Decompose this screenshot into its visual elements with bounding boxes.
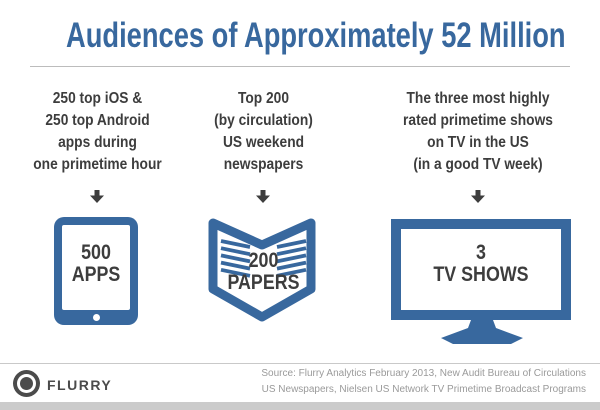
flurry-logo-icon [13, 370, 40, 397]
stat-label: TV SHOWS [433, 263, 529, 286]
left-page-lines [220, 239, 251, 278]
right-page-lines [276, 239, 307, 278]
stat-value: 500 [81, 241, 111, 264]
stat-value: 3 [476, 241, 486, 264]
down-arrow-icon [90, 190, 104, 203]
down-arrow-icon [471, 190, 485, 203]
stat-apps: 500 APPS [60, 242, 131, 286]
description-line: rated primetime shows [403, 112, 553, 129]
tv-icon [391, 219, 571, 320]
tablet-screen [62, 225, 130, 310]
tv-stand [391, 320, 571, 351]
description-line: US weekend [222, 134, 305, 151]
source-line-2: US Newspapers, Nielsen US Network TV Pri… [261, 384, 586, 395]
source-text: Source: Flurry Analytics February 2013, … [261, 366, 586, 398]
stat-value: 200 [248, 249, 279, 272]
stat-label: APPS [71, 263, 121, 286]
description-line: (in a good TV week) [413, 156, 543, 173]
description-line: 250 top iOS & [52, 90, 143, 107]
bottom-bar [0, 402, 600, 410]
footer-divider [0, 363, 600, 364]
stat-tv-shows: 3 TV SHOWS [405, 242, 558, 286]
home-button-dot [92, 314, 100, 321]
description-line: one primetime hour [33, 156, 162, 173]
description-line: The three most highly [406, 90, 550, 107]
column-description-apps: 250 top iOS & 250 top Android apps durin… [18, 88, 177, 176]
description-line: (by circulation) [214, 112, 313, 129]
title-underline [30, 66, 570, 67]
stat-papers: 200 PAPERS [214, 250, 313, 294]
brand-name: FLURRY [47, 377, 113, 393]
logo-core [20, 377, 33, 390]
source-line-1: Source: Flurry Analytics February 2013, … [261, 368, 586, 379]
page-title: Audiences of Approximately 52 Million [66, 16, 566, 55]
description-line: 250 top Android [45, 112, 150, 129]
description-line: apps during [58, 134, 137, 151]
stat-label: PAPERS [227, 271, 300, 294]
column-description-tv: The three most highly rated primetime sh… [382, 88, 575, 176]
description-line: newspapers [223, 156, 304, 173]
description-line: on TV in the US [427, 134, 529, 151]
down-arrow-icon [256, 190, 270, 203]
description-line: Top 200 [238, 90, 289, 107]
tablet-icon [54, 217, 138, 325]
column-description-papers: Top 200 (by circulation) US weekend news… [192, 88, 336, 176]
tv-screen [401, 229, 561, 310]
newspaper-icon [205, 213, 322, 331]
